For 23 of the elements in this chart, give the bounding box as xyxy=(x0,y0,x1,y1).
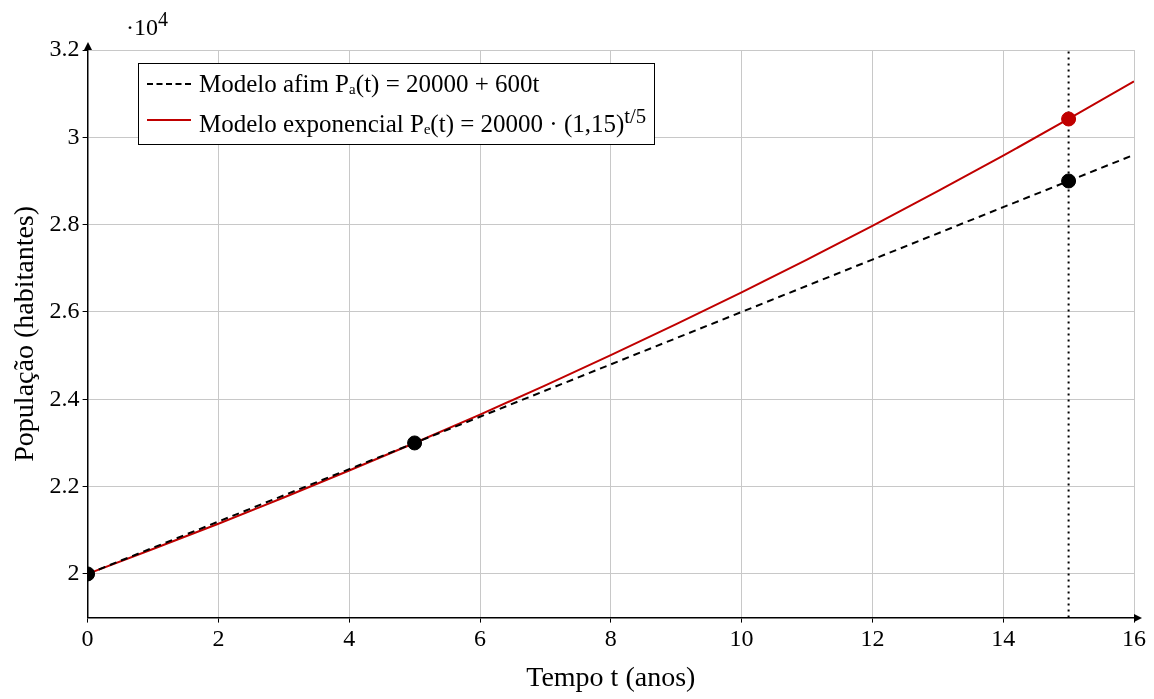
x-tick-label: 6 xyxy=(474,625,486,652)
y-tick-label: 2.2 xyxy=(49,471,80,498)
x-tick-label: 8 xyxy=(604,625,617,652)
x-axis-title: Tempo t (anos) xyxy=(526,660,696,692)
x-tick-label: 14 xyxy=(991,625,1016,652)
text: ·10$^{4}$ xyxy=(126,8,168,41)
x-tick-label: 2 xyxy=(212,625,225,652)
y-tick-label: 3.2 xyxy=(49,35,80,62)
y-tick-label: 2 xyxy=(67,559,80,586)
x-tick-label: 4 xyxy=(343,625,356,652)
y-tick-label: 2.8 xyxy=(49,209,80,236)
point xyxy=(1061,111,1077,127)
y-tick-label: 3 xyxy=(67,122,80,149)
point xyxy=(1061,173,1077,189)
y-tick-label: 2.4 xyxy=(49,384,80,411)
x-tick-label: 12 xyxy=(860,625,885,652)
x-tick-label: 16 xyxy=(1122,625,1146,652)
legend-label: Modelo afim Pₐ(t) = 20000 + 600t xyxy=(199,69,540,99)
x-tick-label: 0 xyxy=(81,625,94,652)
y-tick-label: 2.6 xyxy=(49,297,80,324)
y-axis-title: População (habitantes) xyxy=(8,205,40,462)
x-tick-label: 10 xyxy=(729,625,754,652)
legend-label: Modelo exponencial Pₑ(t) = 20000 · (1,15)$^{t/5}$ xyxy=(199,103,647,140)
